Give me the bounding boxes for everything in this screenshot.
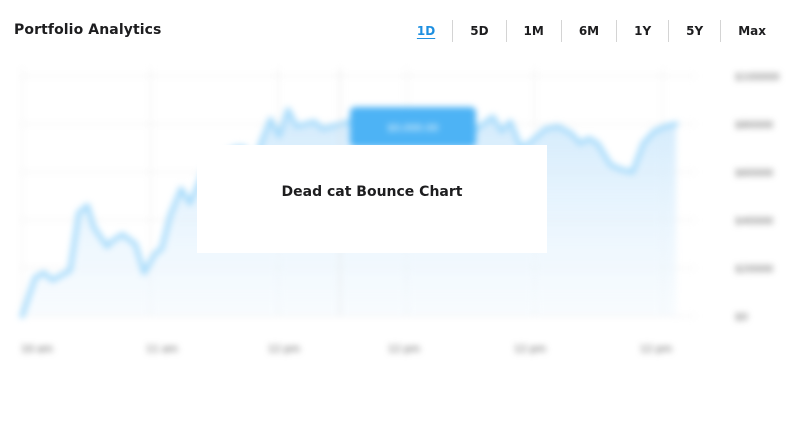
- y-tick-label: $100000: [735, 72, 780, 83]
- x-tick-label: 12 pm: [514, 344, 546, 355]
- y-tick-label: $20000: [735, 264, 773, 275]
- tooltip-box: [350, 107, 476, 147]
- series-line: [19, 107, 679, 319]
- x-tick-label: 12 pm: [268, 344, 300, 355]
- x-tick-label: 12 pm: [388, 344, 420, 355]
- tab-1y[interactable]: 1Y: [616, 20, 668, 42]
- tab-6m[interactable]: 6M: [560, 20, 616, 42]
- chart-overlay-card: Dead cat Bounce Chart: [197, 145, 547, 253]
- tab-1d[interactable]: 1D: [416, 24, 436, 38]
- y-tick-label: $60000: [735, 168, 773, 179]
- y-tick-label: $0: [735, 312, 748, 323]
- page-title: Portfolio Analytics: [14, 22, 162, 38]
- y-tick-label: $80000: [735, 120, 773, 131]
- y-tick-label: $40000: [735, 216, 773, 227]
- x-tick-label: 12 pm: [640, 344, 672, 355]
- tooltip-label: $0,000.00: [388, 123, 439, 134]
- tab-5d[interactable]: 5D: [452, 20, 505, 42]
- x-tick-label: 11 am: [146, 344, 178, 355]
- tab-max[interactable]: Max: [720, 20, 783, 42]
- tab-5y[interactable]: 5Y: [668, 20, 720, 42]
- time-range-tabs: 1D 5D 1M 6M 1Y 5Y Max: [400, 20, 783, 42]
- overlay-message: Dead cat Bounce Chart: [281, 184, 463, 200]
- x-tick-label: 10 am: [21, 344, 53, 355]
- tab-1m[interactable]: 1M: [505, 20, 561, 42]
